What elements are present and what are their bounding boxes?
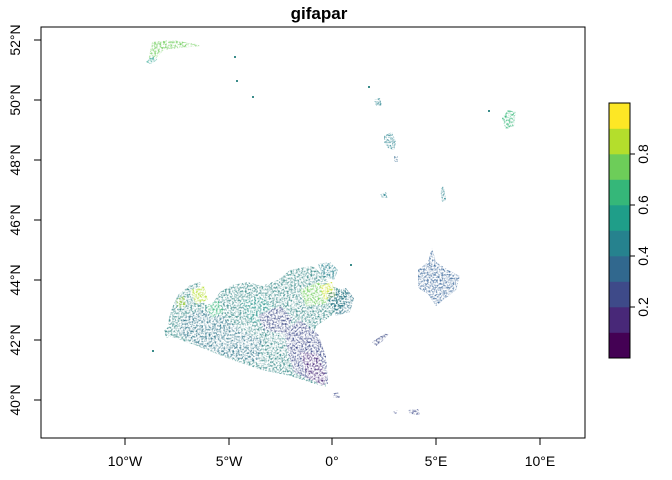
y-axis: 40°N 42°N 44°N 46°N 48°N 50°N 52°N (7, 24, 41, 416)
y-tick-label: 42°N (7, 324, 23, 355)
x-tick-label: 5°W (216, 453, 243, 469)
map-title: gifapar (291, 4, 348, 23)
y-tick-label: 44°N (7, 264, 23, 295)
legend-swatch (609, 256, 630, 282)
legend-tick-label: 0.2 (635, 297, 651, 317)
legend-swatch (609, 230, 630, 257)
legend-swatch (609, 307, 630, 333)
raster-layer (146, 40, 516, 415)
x-tick-label: 0° (325, 453, 338, 469)
x-tick-label: 5°E (425, 453, 448, 469)
y-tick-label: 52°N (7, 24, 23, 55)
y-tick-label: 50°N (7, 84, 23, 115)
legend-swatch (609, 332, 630, 359)
y-tick-label: 40°N (7, 384, 23, 415)
legend-swatch (609, 281, 630, 308)
legend-tick-label: 0.6 (635, 195, 651, 215)
legend-swatch (609, 128, 630, 155)
y-tick-label: 48°N (7, 144, 23, 175)
legend-swatch (609, 103, 630, 129)
x-tick-label: 10°E (525, 453, 556, 469)
legend-frame (608, 102, 631, 359)
x-tick-label: 10°W (108, 453, 143, 469)
legend-swatch (609, 179, 630, 206)
legend-tick-label: 0.8 (635, 144, 651, 164)
legend-swatch (609, 154, 630, 180)
color-legend: 0.2 0.4 0.6 0.8 (608, 102, 651, 359)
legend-swatch (609, 205, 630, 231)
y-tick-label: 46°N (7, 204, 23, 235)
x-axis: 10°W 5°W 0° 5°E 10°E (108, 438, 555, 469)
plot-frame (40, 26, 586, 439)
legend-tick-label: 0.4 (635, 246, 651, 266)
